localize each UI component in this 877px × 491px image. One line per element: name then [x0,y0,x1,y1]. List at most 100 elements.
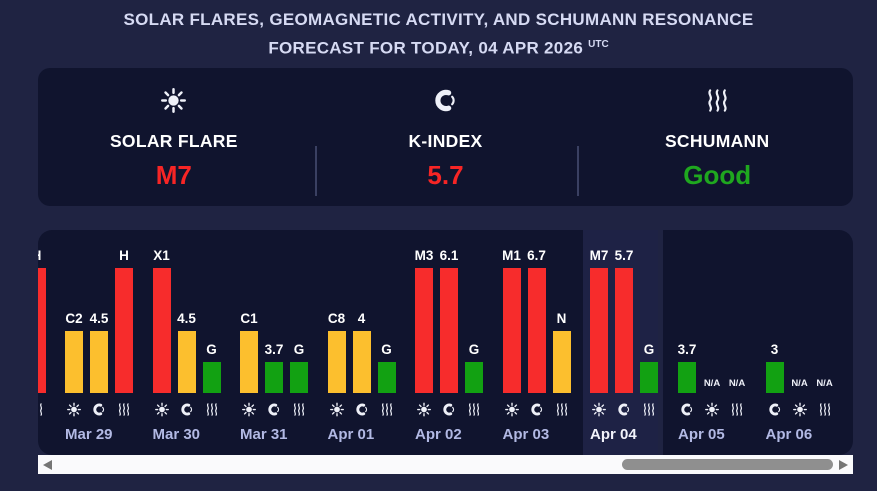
scroll-left-arrow-icon[interactable] [43,459,52,470]
k-index-bar [678,362,696,393]
k-index-value-label: 5.7 [614,248,634,263]
waves-icon [554,402,569,417]
schumann-bar [640,362,658,393]
sun-icon [417,402,432,417]
day-date-label: Apr 04 [590,426,637,443]
k-index-bar [90,331,108,393]
schumann-value-label: G [293,342,305,357]
k-index-bar [265,362,283,393]
waves-icon [467,402,482,417]
day-group-apr-06: 3 N/A N/A Apr 06 [765,230,834,455]
kindex-icon [767,402,782,417]
waves-icon [292,402,307,417]
schumann-bar [552,331,571,393]
day-date-label: Apr 06 [765,426,813,443]
schumann-value-label: G [643,342,655,357]
summary-solar-flare: SOLAR FLARE M7 [38,68,310,206]
waves-icon [642,402,657,417]
summary-divider [577,146,579,196]
k-index-value-label: 6.1 [439,248,459,263]
summary-divider [315,146,317,196]
schumann-value-label: H [38,248,41,263]
schumann-bar [202,362,221,393]
sun-icon [592,402,607,417]
k-index-value-label: 3.7 [264,342,284,357]
waves-icon [117,402,132,417]
k-index-value-label: 4.5 [177,311,196,326]
kindex-icon [354,402,369,417]
schumann-bar [377,362,396,393]
schumann-value-label: N/A [816,378,833,389]
waves-icon [817,402,832,417]
utc-label: UTC [588,39,609,50]
sun-icon [154,402,169,417]
scroll-thumb[interactable] [622,459,833,470]
k-index-value-label: 3 [770,342,779,357]
schumann-value-label: H [119,248,129,263]
day-date-label: Apr 03 [502,426,550,443]
solar-flare-value: M7 [155,160,192,190]
waves-icon [379,402,394,417]
day-group-apr-01: C8 4 G Apr 01 [327,230,396,455]
sun-icon [705,402,720,417]
solar-flare-bar [590,268,608,393]
summary-k-index: K-INDEX 5.7 [310,68,582,206]
day-group-mar-31: C1 3.7 G Mar 31 [240,230,308,455]
solar-flare-value-label: C1 [240,311,258,326]
kindex-icon [92,402,107,417]
k-index-value-label: 4.5 [89,311,109,326]
sun-icon [242,402,257,417]
day-group-mar-30: X1 4.5 G Mar 30 [152,230,221,455]
schumann-label: SCHUMANN [664,131,770,151]
day-date-label: Mar 29 [65,426,113,443]
day-group-apr-05: 3.7 N/A N/A Apr 05 [678,230,746,455]
page-title-line2: FORECAST FOR TODAY, 04 APR 2026 UTC [268,38,609,58]
solar-flare-bar [502,268,521,393]
solar-flare-value-label: M7 [589,248,609,263]
k-index-value-label: 4 [357,311,366,326]
schumann-bar [38,268,46,393]
day-date-label: Apr 02 [415,426,462,443]
schumann-bar [115,268,133,393]
solar-flare-label: SOLAR FLARE [109,131,238,151]
waves-icon [38,402,44,417]
solar-flare-bar [327,331,346,393]
schumann-value-label: G [468,342,480,357]
horizontal-scrollbar[interactable] [38,455,853,474]
solar-flare-bar [65,331,83,393]
waves-icon [704,85,731,115]
solar-flare-value-label: M3 [414,248,434,263]
k-index-bar [177,331,196,393]
page-title-line1: SOLAR FLARES, GEOMAGNETIC ACTIVITY, AND … [123,10,754,29]
k-index-bar [527,268,546,393]
schumann-bar [465,362,483,393]
sun-icon [329,402,344,417]
solar-flare-value-label: N/A [703,378,721,389]
k-index-value-label: 3.7 [677,342,697,357]
day-group-apr-03: M1 6.7 N Apr 03 [502,230,571,455]
waves-icon [204,402,219,417]
schumann-value: Good [683,160,752,190]
summary-card: SOLAR FLARE M7 K-INDEX 5.7 SCHUMANN Good [38,68,853,206]
solar-flare-bar [240,331,258,393]
day-group-apr-04: M7 5.7 G Apr 04 [590,230,658,455]
k-index-value-label: 6.7 [527,248,546,263]
kindex-icon [529,402,544,417]
solar-flare-value-label: C8 [327,311,346,326]
kindex-icon [267,402,282,417]
solar-flare-value-label: M1 [502,248,521,263]
schumann-value-label: N [556,311,567,326]
schumann-value-label: N/A [728,378,746,389]
solar-flare-bar [415,268,433,393]
k-index-bar [765,362,784,393]
scroll-right-arrow-icon[interactable] [839,459,848,470]
day-group-mar-29: C2 4.5 H Mar 29 [65,230,133,455]
chart-panel-future: 3.7 N/A N/A Apr 05 3 N/A N/A Apr 06 [663,230,853,455]
day-group-apr-02: M3 6.1 G Apr 02 [415,230,483,455]
kindex-icon [680,402,695,417]
summary-schumann: SCHUMANN Good [581,68,853,206]
solar-flare-bar [152,268,171,393]
